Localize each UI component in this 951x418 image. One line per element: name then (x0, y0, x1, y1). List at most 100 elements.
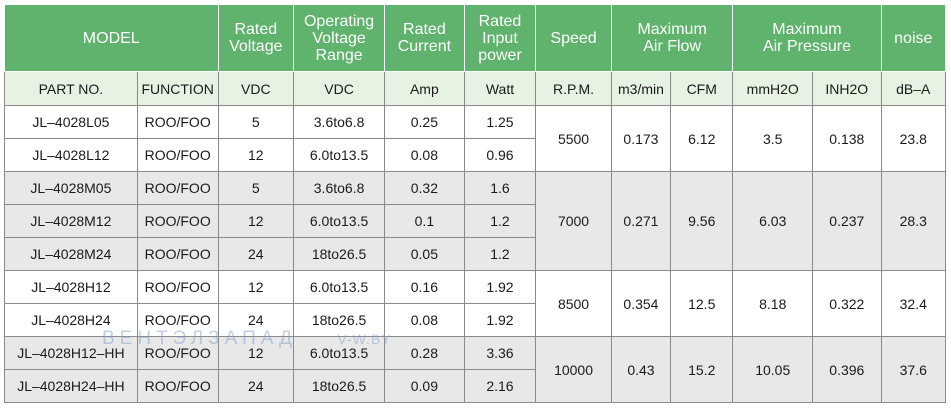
noise-header: noise (880, 4, 947, 72)
input-power: 1.92 (463, 303, 537, 337)
part-no-header: PART NO. (4, 71, 138, 106)
flow-cfm-unit: CFM (670, 71, 734, 106)
rated-voltage: 24 (217, 303, 295, 337)
function: ROO/FOO (136, 369, 219, 403)
rated-voltage: 12 (217, 138, 295, 172)
rated-voltage: 24 (217, 237, 295, 271)
function: ROO/FOO (136, 303, 219, 337)
input-power: 1.6 (463, 171, 537, 205)
rated-current: 0.16 (384, 270, 465, 304)
input-power: 1.2 (463, 237, 537, 271)
part-number: JL–4028H24–HH (4, 369, 138, 403)
part-number: JL–4028L12 (4, 138, 138, 172)
rated-voltage: 12 (217, 270, 295, 304)
table-row: JL–4028L12 ROO/FOO 12 6.0to13.5 0.08 0.9… (4, 138, 946, 172)
air-flow-m3: 0.354 (610, 270, 672, 337)
rated-current: 0.05 (384, 237, 465, 271)
noise: 23.8 (880, 105, 947, 172)
part-number: JL–4028H12–HH (4, 336, 138, 370)
rated-current: 0.25 (384, 105, 465, 139)
air-pressure-mm: 6.03 (732, 171, 814, 271)
voltage-range: 6.0to13.5 (293, 270, 386, 304)
function: ROO/FOO (136, 270, 219, 304)
header-row: MODEL Rated Voltage Operating Voltage Ra… (4, 4, 947, 72)
rated-current: 0.08 (384, 138, 465, 172)
function: ROO/FOO (136, 171, 219, 205)
air-pressure-mm: 8.18 (732, 270, 814, 337)
max-air-pressure-header: Maximum Air Pressure (732, 4, 882, 72)
speed: 7000 (535, 171, 612, 271)
table-row: JL–4028H12–HH ROO/FOO 12 6.0to13.5 0.28 … (4, 336, 947, 403)
air-pressure-mm: 10.05 (732, 336, 814, 403)
part-number: JL–4028H12 (4, 270, 138, 304)
rated-current-header: Rated Current (384, 4, 465, 72)
air-flow-cfm: 12.5 (670, 270, 734, 337)
power-unit: Watt (463, 71, 537, 106)
table-row: JL–4028H24–HH ROO/FOO 24 18to26.5 0.09 2… (4, 369, 946, 403)
rated-current: 0.32 (384, 171, 465, 205)
speed: 10000 (535, 336, 612, 403)
voltage-range: 3.6to6.8 (293, 171, 386, 205)
part-number: JL–4028H24 (4, 303, 138, 337)
rated-voltage: 5 (217, 105, 295, 139)
function: ROO/FOO (136, 336, 219, 370)
input-power: 3.36 (463, 336, 537, 370)
pressure-mm-unit: mmH2O (732, 71, 814, 106)
noise: 32.4 (880, 270, 947, 337)
rated-voltage: 24 (217, 369, 295, 403)
speed-unit: R.P.M. (535, 71, 612, 106)
function: ROO/FOO (136, 204, 219, 238)
air-pressure-in: 0.138 (812, 105, 882, 172)
model-header: MODEL (4, 4, 219, 72)
air-pressure-in: 0.396 (812, 336, 882, 403)
operating-voltage-range-header: Operating Voltage Range (293, 4, 386, 72)
max-air-flow-header: Maximum Air Flow (610, 4, 734, 72)
air-flow-m3: 0.271 (610, 171, 672, 271)
voltage-range: 3.6to6.8 (293, 105, 386, 139)
table-row: JL–4028M12 ROO/FOO 12 6.0to13.5 0.1 1.2 (4, 204, 946, 238)
rated-voltage-unit: VDC (217, 71, 295, 106)
noise: 37.6 (880, 336, 947, 403)
operating-voltage-unit: VDC (293, 71, 386, 106)
function: ROO/FOO (136, 138, 219, 172)
voltage-range: 18to26.5 (293, 369, 386, 403)
current-unit: Amp (384, 71, 465, 106)
function: ROO/FOO (136, 105, 219, 139)
part-number: JL–4028M24 (4, 237, 138, 271)
input-power: 1.2 (463, 204, 537, 238)
table-row: JL–4028M05 ROO/FOO 5 3.6to6.8 0.32 1.6 7… (4, 171, 947, 271)
air-flow-cfm: 15.2 (670, 336, 734, 403)
rated-current: 0.28 (384, 336, 465, 370)
units-row: PART NO. FUNCTION VDC VDC Amp Watt R.P.M… (4, 71, 947, 106)
air-pressure-in: 0.322 (812, 270, 882, 337)
table-row: JL–4028M24 ROO/FOO 24 18to26.5 0.05 1.2 (4, 237, 946, 271)
air-flow-m3: 0.43 (610, 336, 672, 403)
rated-current: 0.1 (384, 204, 465, 238)
fan-spec-table: MODEL Rated Voltage Operating Voltage Ra… (4, 4, 947, 403)
rated-current: 0.08 (384, 303, 465, 337)
air-pressure-in: 0.237 (812, 171, 882, 271)
noise-unit: dB–A (880, 71, 947, 106)
part-number: JL–4028M12 (4, 204, 138, 238)
rated-voltage: 12 (217, 336, 295, 370)
speed-header: Speed (535, 4, 612, 72)
air-flow-cfm: 9.56 (670, 171, 734, 271)
function: ROO/FOO (136, 237, 219, 271)
pressure-in-unit: INH2O (812, 71, 882, 106)
part-number: JL–4028M05 (4, 171, 138, 205)
table-row: JL–4028H24 ROO/FOO 24 18to26.5 0.08 1.92 (4, 303, 946, 337)
air-flow-cfm: 6.12 (670, 105, 734, 172)
air-pressure-mm: 3.5 (732, 105, 814, 172)
part-number: JL–4028L05 (4, 105, 138, 139)
table-row: JL–4028L05 ROO/FOO 5 3.6to6.8 0.25 1.25 … (4, 105, 947, 172)
input-power: 0.96 (463, 138, 537, 172)
voltage-range: 6.0to13.5 (293, 204, 386, 238)
voltage-range: 6.0to13.5 (293, 138, 386, 172)
input-power: 1.92 (463, 270, 537, 304)
rated-voltage: 5 (217, 171, 295, 205)
input-power: 1.25 (463, 105, 537, 139)
noise: 28.3 (880, 171, 947, 271)
function-header: FUNCTION (136, 71, 219, 106)
air-flow-m3: 0.173 (610, 105, 672, 172)
rated-input-power-header: Rated Input power (463, 4, 537, 72)
